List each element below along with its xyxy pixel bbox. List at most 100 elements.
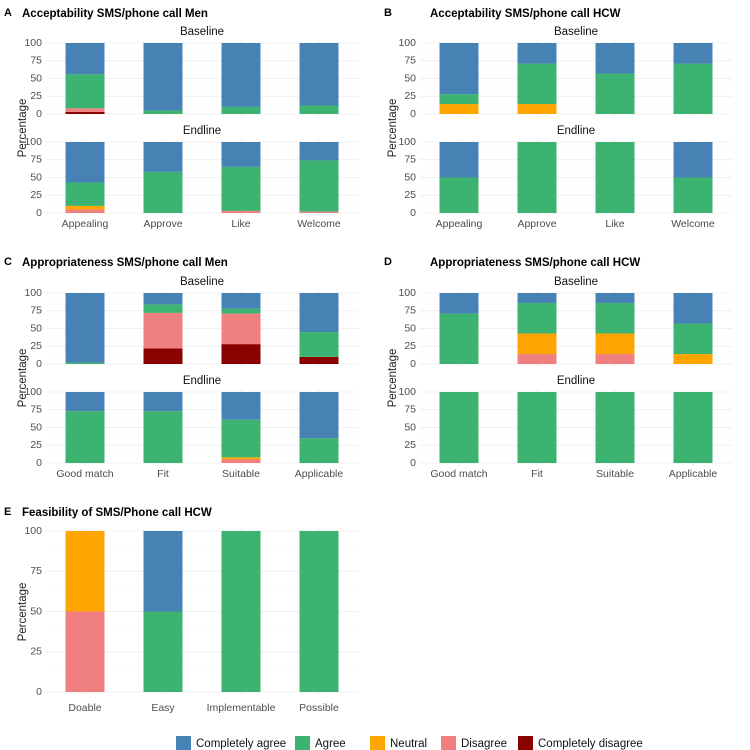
panel-c-xtick-label: Applicable (295, 468, 344, 480)
panel-a-facet-endline-bar-appealing-agree (65, 182, 105, 206)
panel-d-facet-baseline-ytick-label: 0 (410, 358, 416, 370)
panel-c-facet-endline-bar-fit-completely-agree (143, 392, 183, 412)
panel-a-xtick-label: Like (231, 218, 250, 230)
panel-d-facet-endline-ytick-label: 100 (398, 386, 416, 398)
panel-d-facet-baseline-bar-applicable-neutral (673, 354, 713, 364)
panel-d-facet-baseline-ytick-label: 25 (404, 340, 416, 352)
panel-a-facet-endline-bar-appealing-disagree (65, 209, 105, 213)
panel-c-ylabel: Percentage (17, 349, 29, 408)
panel-d-facet-endline-ytick-label: 0 (410, 457, 416, 469)
panel-c-facet-baseline-ytick-label: 100 (24, 287, 42, 299)
legend-swatch-neutral (370, 736, 385, 750)
panel-c-facet-endline-bar-applicable-completely-agree (299, 392, 339, 439)
panel-e-facet-0-bar-implementable-agree (221, 531, 261, 692)
panel-e-facet-0-bar-doable-neutral (65, 531, 105, 612)
panel-a-facet-endline-bar-approve-completely-agree (143, 142, 183, 172)
panel-b-ylabel: Percentage (387, 99, 399, 158)
legend-label-completely-agree: Completely agree (196, 738, 286, 750)
panel-a-facet-endline-bar-approve-agree (143, 171, 183, 213)
panel-c-facet-baseline-bar-suitable-agree (221, 308, 261, 314)
panel-b-facet-baseline-ytick-label: 50 (404, 72, 416, 84)
panel-d-xtick-label: Fit (531, 468, 543, 480)
panel-d-facet-endline-ytick-label: 75 (404, 404, 416, 416)
panel-a-facet-baseline-bar-like-completely-agree (221, 43, 261, 107)
panel-e-xtick-label: Easy (151, 702, 175, 714)
panel-b-letter: B (384, 7, 392, 19)
panel-e-facet-0-bar-easy-agree (143, 611, 183, 692)
panel-a-facet-baseline-bar-appealing-completely-agree (65, 43, 105, 75)
panel-a-facet-endline-bar-appealing-neutral (65, 205, 105, 210)
panel-a-facet-baseline-bar-like-agree (221, 106, 261, 114)
panel-a-xtick-label: Appealing (62, 218, 109, 230)
legend-label-disagree: Disagree (461, 738, 507, 750)
panel-a-facet-endline-ytick-label: 100 (24, 136, 42, 148)
panel-c-facet-endline-bar-suitable-agree (221, 419, 261, 458)
panel-c-xtick-label: Good match (56, 468, 113, 480)
panel-b-facet-endline-bar-appealing-agree (439, 177, 479, 213)
panel-b-facet-baseline-bar-appealing-agree (439, 94, 479, 105)
panel-b-facet-endline-ytick-label: 25 (404, 189, 416, 201)
panel-d-xtick-label: Applicable (669, 468, 718, 480)
panel-e-facet-0-ytick-label: 100 (24, 525, 42, 537)
panel-c-facet-baseline-ytick-label: 0 (36, 358, 42, 370)
panel-c-facet-endline-bar-good-match-completely-agree (65, 392, 105, 412)
panel-e-facet-0-ytick-label: 25 (30, 646, 42, 658)
panel-b-facet-baseline-label: Baseline (554, 26, 598, 38)
panel-d-facet-baseline-bar-good-match-completely-agree (439, 293, 479, 314)
panel-b-facet-endline-ytick-label: 75 (404, 154, 416, 166)
panel-c-facet-baseline-bar-fit-completely-disagree (143, 348, 183, 364)
legend-label-completely-disagree: Completely disagree (538, 738, 643, 750)
panel-a-facet-endline-bar-appealing-completely-agree (65, 142, 105, 183)
panel-c-facet-endline-bar-fit-agree (143, 411, 183, 463)
panel-d-xtick-label: Suitable (596, 468, 634, 480)
panel-b-facet-baseline-bar-like-completely-agree (595, 43, 635, 74)
panel-a-facet-baseline-bar-approve-completely-agree (143, 43, 183, 111)
panel-a-xtick-label: Approve (143, 218, 182, 230)
panel-e-facet-0-ytick-label: 0 (36, 686, 42, 698)
panel-b-facet-baseline-bar-welcome-agree (673, 63, 713, 114)
panel-a-facet-endline-bar-like-disagree (221, 210, 261, 213)
panel-b-facet-baseline-bar-appealing-neutral (439, 104, 479, 114)
panel-d-facet-baseline-ytick-label: 50 (404, 322, 416, 334)
panel-d-facet-endline-bar-suitable-agree (595, 392, 635, 463)
panel-d-facet-endline-bar-fit-agree (517, 392, 557, 463)
panel-d-facet-baseline-bar-suitable-disagree (595, 354, 635, 364)
panel-c-title: Appropriateness SMS/phone call Men (22, 257, 228, 269)
panel-b-facet-endline-ytick-label: 50 (404, 171, 416, 183)
panel-a-facet-baseline-bar-appealing-agree (65, 74, 105, 109)
panel-d-facet-baseline-bar-fit-agree (517, 302, 557, 334)
panel-c-facet-baseline-bar-good-match-agree (65, 362, 105, 364)
panel-c-facet-baseline-bar-suitable-disagree (221, 313, 261, 345)
panel-c-facet-baseline-ytick-label: 75 (30, 305, 42, 317)
panel-a-facet-baseline-label: Baseline (180, 26, 224, 38)
panel-e-facet-0-ytick-label: 75 (30, 565, 42, 577)
panel-d-facet-endline-bar-applicable-agree (673, 392, 713, 463)
panel-c-facet-baseline-bar-applicable-agree (299, 332, 339, 357)
legend-label-agree: Agree (315, 738, 346, 750)
legend-swatch-agree (295, 736, 310, 750)
panel-b-facet-baseline-ytick-label: 75 (404, 55, 416, 67)
panel-a-facet-baseline-ytick-label: 50 (30, 72, 42, 84)
panel-c-facet-endline-bar-applicable-agree (299, 438, 339, 463)
panel-b-title: Acceptability SMS/phone call HCW (430, 8, 621, 20)
panel-a-facet-baseline-bar-welcome-agree (299, 105, 339, 114)
panel-b-xtick-label: Welcome (671, 218, 715, 230)
panel-a-facet-endline-label: Endline (183, 125, 221, 137)
panel-d-facet-baseline-bar-fit-neutral (517, 333, 557, 355)
panel-a-xtick-label: Welcome (297, 218, 341, 230)
panel-e-xtick-label: Implementable (207, 702, 276, 714)
panel-b-facet-baseline-bar-appealing-completely-agree (439, 43, 479, 95)
panel-c-facet-baseline-bar-applicable-completely-disagree (299, 356, 339, 364)
panel-b-xtick-label: Approve (517, 218, 556, 230)
panel-b-facet-baseline-bar-like-agree (595, 73, 635, 114)
panel-c-facet-endline-ytick-label: 100 (24, 386, 42, 398)
panel-d-facet-baseline-ytick-label: 100 (398, 287, 416, 299)
panel-a-facet-endline-ytick-label: 50 (30, 171, 42, 183)
panel-d-facet-baseline-bar-applicable-completely-agree (673, 293, 713, 324)
panel-a-facet-baseline-ytick-label: 75 (30, 55, 42, 67)
panel-a-facet-endline-bar-like-agree (221, 166, 261, 211)
panel-c-facet-baseline-bar-suitable-completely-agree (221, 293, 261, 309)
panel-a-facet-baseline-ytick-label: 100 (24, 37, 42, 49)
panel-c-facet-baseline-bar-suitable-completely-disagree (221, 344, 261, 364)
